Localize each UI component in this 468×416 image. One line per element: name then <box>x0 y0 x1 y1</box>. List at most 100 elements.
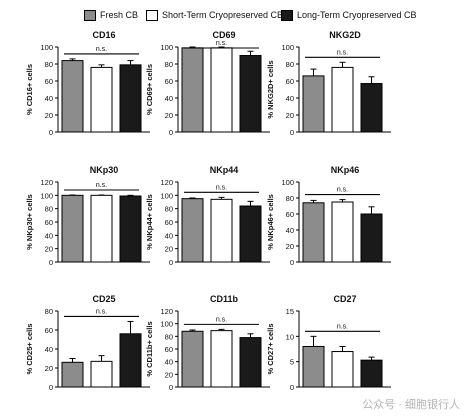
y-tick-label-cd11b: 0 <box>169 383 173 392</box>
legend: Fresh CB Short-Term Cryopreserved CB Lon… <box>0 0 468 30</box>
y-tick-label-cd27: 15 <box>286 307 294 316</box>
y-tick-label-cd27: 5 <box>290 358 294 367</box>
y-tick-label-nkp30: 20 <box>45 245 53 254</box>
bar-nkp30-3 <box>119 195 142 263</box>
bar-cd69-1 <box>181 47 204 133</box>
bar-cd11b-1 <box>181 330 204 388</box>
panel-title-cd27: CD27 <box>333 294 356 304</box>
y-tick-label-cd27: 0 <box>290 383 294 392</box>
bar-nkp46-3 <box>360 213 383 263</box>
bar-nkp44-1 <box>181 198 204 263</box>
panel-title-nkp46: NKp46 <box>331 165 360 175</box>
panel-title-nkg2d: NKG2D <box>329 30 361 40</box>
y-tick-label-cd16: 0 <box>49 128 53 137</box>
y-tick-label-nkp46: 40 <box>286 226 294 235</box>
y-tick-label-nkp44: 20 <box>165 245 173 254</box>
bar-cd25-2 <box>90 360 113 388</box>
y-tick-label-nkp44: 100 <box>160 191 173 200</box>
legend-item-short-term: Short-Term Cryopreserved CB <box>146 8 283 22</box>
y-tick-label-nkp44: 80 <box>165 205 173 214</box>
significance-label-nkg2d: n.s. <box>337 49 348 56</box>
y-axis-label-cd11b: % CD11b+ cells <box>145 321 154 376</box>
y-tick-label-nkp46: 20 <box>286 242 294 251</box>
significance-label-cd11b: n.s. <box>216 316 227 323</box>
panel-title-cd69: CD69 <box>212 30 235 40</box>
bar-nkp30-2 <box>90 194 113 263</box>
significance-label-cd16: n.s. <box>96 46 107 53</box>
legend-label-short-term: Short-Term Cryopreserved CB <box>162 10 284 20</box>
y-tick-label-cd69: 40 <box>165 94 173 103</box>
significance-label-nkp46: n.s. <box>337 187 348 194</box>
y-tick-label-cd16: 40 <box>45 94 53 103</box>
y-tick-label-cd11b: 100 <box>160 320 173 329</box>
y-tick-label-nkp46: 60 <box>286 210 294 219</box>
y-tick-label-nkp44: 60 <box>165 218 173 227</box>
y-axis-label-nkg2d: % NKG2D+ cells <box>266 60 275 118</box>
bar-cd27-3 <box>360 359 383 388</box>
y-tick-label-nkg2d: 0 <box>290 128 294 137</box>
y-axis-label-cd16: % CD16+ cells <box>25 64 34 115</box>
bar-cd69-2 <box>210 47 233 133</box>
y-tick-label-nkp30: 0 <box>49 258 53 267</box>
bar-cd16-3 <box>119 64 142 133</box>
legend-label-long-term: Long-Term Cryopreserved CB <box>297 10 417 20</box>
bar-nkp46-1 <box>302 202 325 263</box>
legend-swatch-fresh <box>84 9 96 21</box>
y-tick-label-cd27: 10 <box>286 332 294 341</box>
y-tick-label-nkp44: 120 <box>160 178 173 187</box>
y-axis-label-nkp44: % NKp44+ cells <box>145 194 154 250</box>
panel-title-cd25: CD25 <box>92 294 115 304</box>
y-tick-label-nkg2d: 60 <box>286 77 294 86</box>
y-tick-label-cd16: 20 <box>45 111 53 120</box>
y-tick-label-cd69: 20 <box>165 111 173 120</box>
bar-nkp30-1 <box>61 194 84 263</box>
bar-nkp46-2 <box>331 201 354 263</box>
y-tick-label-nkg2d: 40 <box>286 94 294 103</box>
y-tick-label-cd16: 60 <box>45 77 53 86</box>
y-tick-label-cd11b: 20 <box>165 370 173 379</box>
y-tick-label-cd69: 80 <box>165 60 173 69</box>
y-axis-label-nkp46: % NKp46+ cells <box>266 194 275 250</box>
y-tick-label-cd25: 0 <box>49 383 53 392</box>
panel-title-nkp30: NKp30 <box>90 165 119 175</box>
legend-item-fresh: Fresh CB <box>84 8 138 22</box>
bar-nkp44-3 <box>239 205 262 263</box>
bar-nkp44-2 <box>210 198 233 263</box>
bar-cd16-2 <box>90 66 113 133</box>
watermark: 公众号 · 细胞银行人 <box>362 399 460 411</box>
panel-title-cd11b: CD11b <box>210 294 239 304</box>
y-axis-label-cd27: % CD27+ cells <box>266 323 275 374</box>
bar-nkg2d-1 <box>302 75 325 133</box>
y-tick-label-nkp30: 120 <box>40 178 53 187</box>
y-tick-label-cd25: 40 <box>45 345 53 354</box>
y-tick-label-cd16: 80 <box>45 60 53 69</box>
bar-nkg2d-3 <box>360 83 383 133</box>
bar-cd16-1 <box>61 60 84 133</box>
bar-cd11b-2 <box>210 330 233 388</box>
y-tick-label-nkp30: 100 <box>40 191 53 200</box>
legend-item-long-term: Long-Term Cryopreserved CB <box>281 8 417 22</box>
bar-cd11b-3 <box>239 337 262 388</box>
y-tick-label-nkp46: 80 <box>286 194 294 203</box>
y-tick-label-nkg2d: 20 <box>286 111 294 120</box>
y-tick-label-nkp44: 0 <box>169 258 173 267</box>
y-axis-label-nkp30: % NKp30+ cells <box>25 194 34 250</box>
y-tick-label-cd11b: 80 <box>165 332 173 341</box>
panel-title-nkp44: NKp44 <box>210 165 239 175</box>
legend-label-fresh: Fresh CB <box>100 10 139 20</box>
y-tick-label-nkp30: 80 <box>45 205 53 214</box>
y-tick-label-nkp30: 40 <box>45 231 53 240</box>
y-tick-label-cd25: 80 <box>45 307 53 316</box>
significance-label-nkp44: n.s. <box>216 184 227 191</box>
significance-label-cd27: n.s. <box>337 323 348 330</box>
significance-label-cd25: n.s. <box>96 308 107 315</box>
bar-cd27-1 <box>302 345 325 388</box>
y-tick-label-cd25: 60 <box>45 326 53 335</box>
legend-swatch-long-term <box>281 9 293 21</box>
y-tick-label-cd16: 100 <box>40 43 53 52</box>
y-tick-label-nkp30: 60 <box>45 218 53 227</box>
bar-nkg2d-2 <box>331 66 354 133</box>
legend-swatch-short-term <box>146 9 158 21</box>
panel-title-cd16: CD16 <box>92 30 115 40</box>
bar-cd25-1 <box>61 361 84 388</box>
